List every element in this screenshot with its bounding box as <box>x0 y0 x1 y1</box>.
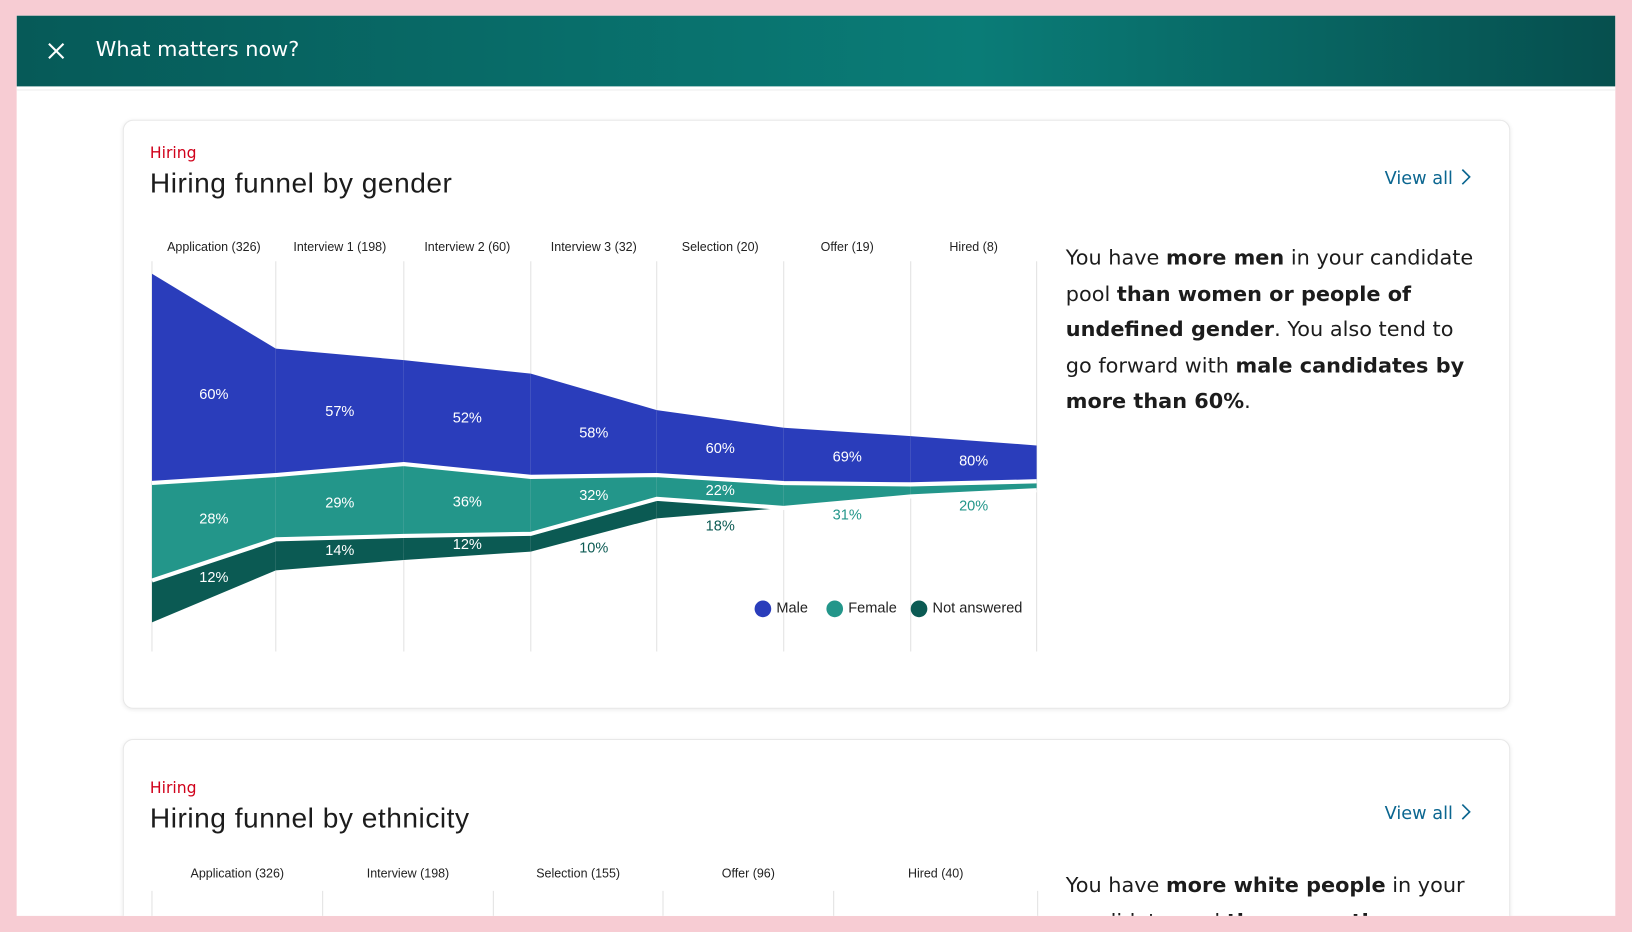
value-label: 18% <box>706 518 735 534</box>
legend-label: Not answered <box>933 601 1023 617</box>
stage-label: Offer (19) <box>821 240 874 254</box>
link-text: View all <box>1384 168 1453 190</box>
stage-label: Interview 3 (32) <box>551 240 637 254</box>
funnel-segment <box>403 464 531 536</box>
stage-label: Offer (96) <box>722 867 775 881</box>
segment-separator <box>151 461 1037 487</box>
funnel-segment <box>151 475 276 581</box>
legend-label: Female <box>848 601 897 617</box>
value-label: 12% <box>199 570 228 586</box>
funnel-segment <box>783 427 911 485</box>
segment-separator <box>151 488 1037 583</box>
view-all-link[interactable]: View all <box>1384 168 1474 190</box>
stage-label: Interview 1 (198) <box>293 240 386 254</box>
value-label: 28% <box>199 511 228 527</box>
stage-label: Hired (8) <box>949 240 998 254</box>
summary-span: . You also tend to go forward with <box>1065 316 1454 378</box>
value-label: 32% <box>579 488 608 504</box>
legend-swatch <box>754 600 772 618</box>
card-category: Hiring <box>149 143 197 163</box>
funnel-segment <box>275 348 404 476</box>
funnel-segment <box>151 273 276 483</box>
stage-label: Application (326) <box>167 240 261 254</box>
chevron <box>1461 803 1471 820</box>
header: What matters now? <box>16 15 1616 87</box>
summary-bold: than women or people of undefined gender <box>1065 280 1412 342</box>
card-category: Hiring <box>149 778 197 798</box>
funnel-segment <box>275 464 404 540</box>
value-label: 29% <box>325 495 354 511</box>
summary-span: in your candidate pool <box>1065 244 1474 306</box>
value-label: 60% <box>706 441 735 457</box>
stage-label: Interview (198) <box>367 867 449 881</box>
funnel-chart: Application (326) Interview 1 (198) Interv… <box>151 240 1038 652</box>
funnel-segment <box>403 533 531 560</box>
header-title: What matters now? <box>95 36 300 62</box>
card: Hiring Hiring funnel by gender View all You… <box>122 119 1511 709</box>
summary-bold: more white people <box>1165 872 1386 898</box>
funnel-segment <box>275 535 404 571</box>
value-label: 36% <box>453 495 482 511</box>
card: Hiring Hiring funnel by ethnicity View all… <box>122 738 1511 916</box>
chevron-icon <box>1461 803 1471 820</box>
link-text: View all <box>1384 803 1453 825</box>
value-label: 58% <box>579 426 608 442</box>
funnel-segment <box>530 475 657 534</box>
stage-label: Application (326) <box>191 867 285 881</box>
stage-label: Hired (40) <box>908 867 963 881</box>
funnel-segment <box>530 498 657 552</box>
value-label: 10% <box>579 540 608 556</box>
chevron-icon <box>1461 169 1471 185</box>
funnel-segment <box>656 498 784 519</box>
app: What matters now? Hiring Hiring funnel by… <box>16 15 1616 916</box>
summary-text: You have more men in your candidate pool… <box>1066 239 1482 419</box>
funnel-segment <box>403 360 531 477</box>
stage-label: Interview 2 (60) <box>424 240 510 254</box>
close-button[interactable] <box>46 41 67 62</box>
legend-swatch <box>910 600 928 618</box>
value-label: 52% <box>453 411 482 427</box>
summary-bold: than any other group <box>1227 908 1477 916</box>
stage-label: Selection (155) <box>536 867 620 881</box>
funnel-chart: Application (326) Interview (198) Selectio… <box>151 867 1039 916</box>
stage-label: Selection (20) <box>682 240 759 254</box>
value-label: 57% <box>325 404 354 420</box>
summary-span: You have <box>1065 244 1166 270</box>
summary-text: You have more white people in your candi… <box>1066 867 1482 916</box>
summary-bold: male candidates by more than 60% <box>1065 352 1465 414</box>
card-title: Hiring funnel by ethnicity <box>149 802 470 834</box>
value-label: 69% <box>833 450 862 466</box>
funnel-segment <box>910 436 1037 485</box>
summary-span: You have <box>1065 872 1166 898</box>
value-label: 22% <box>706 483 735 499</box>
funnel-segment <box>783 483 911 508</box>
value-label: 80% <box>959 454 988 470</box>
legend-label: Male <box>776 601 808 617</box>
summary-span: in your candidate pool <box>1066 872 1465 916</box>
value-label: 20% <box>959 499 988 515</box>
value-label: 14% <box>325 543 354 559</box>
funnel-segment <box>656 410 784 484</box>
funnel-segment <box>530 373 657 477</box>
card-title: Hiring funnel by gender <box>149 167 453 199</box>
value-label: 60% <box>199 387 228 403</box>
summary-bold: more men <box>1165 244 1285 270</box>
divider <box>16 89 1616 91</box>
funnel-segment <box>151 539 276 623</box>
value-label: 31% <box>833 508 862 524</box>
value-label: 12% <box>453 537 482 553</box>
view-all-link[interactable]: View all <box>1385 802 1474 824</box>
legend-swatch <box>826 600 844 618</box>
chevron <box>1461 169 1471 185</box>
summary-span: . <box>1244 388 1251 414</box>
